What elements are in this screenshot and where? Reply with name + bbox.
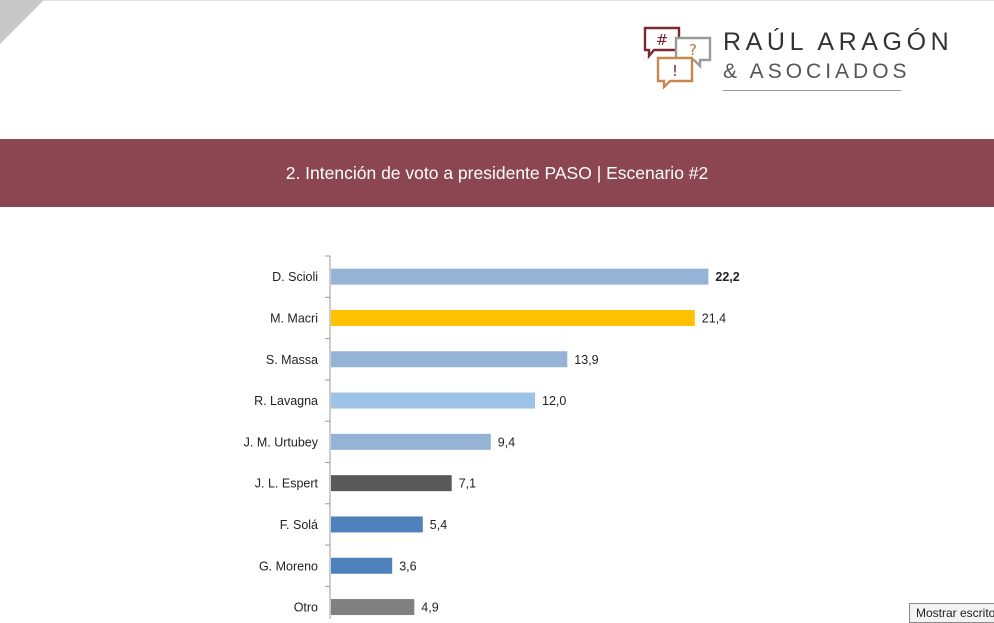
category-label: J. L. Espert	[255, 477, 319, 491]
brand-logo: # ? ! RAÚL ARAGÓN & ASOCIADOS	[640, 24, 980, 96]
data-label: 5,4	[430, 518, 447, 532]
logo-glyph: !	[672, 62, 678, 80]
category-label: M. Macri	[270, 311, 318, 325]
brand-underline	[723, 90, 901, 91]
data-label: 21,4	[702, 311, 726, 325]
bar	[331, 599, 415, 616]
data-label: 4,9	[421, 601, 438, 615]
page-corner-fold	[0, 0, 44, 44]
category-label: D. Scioli	[272, 270, 318, 284]
bar	[331, 309, 695, 326]
category-label: R. Lavagna	[254, 394, 318, 408]
category-label: S. Massa	[266, 353, 318, 367]
category-label: J. M. Urtubey	[244, 435, 319, 449]
bar	[331, 392, 535, 409]
brand-subtitle: & ASOCIADOS	[723, 60, 911, 83]
bar	[331, 475, 452, 492]
bar	[331, 557, 393, 574]
data-label: 12,0	[542, 394, 566, 408]
top-border	[44, 0, 994, 1]
data-label: 22,2	[715, 270, 739, 284]
logo-glyph: ?	[689, 41, 697, 59]
data-label: 13,9	[574, 353, 598, 367]
category-label: Otro	[294, 601, 318, 615]
data-label: 7,1	[459, 477, 476, 491]
logo-glyph: #	[656, 31, 669, 49]
section-banner: 2. Intención de voto a presidente PASO |…	[0, 139, 994, 207]
section-title: 2. Intención de voto a presidente PASO |…	[285, 162, 709, 183]
category-label: G. Moreno	[259, 559, 318, 573]
bar	[331, 433, 491, 450]
bar	[331, 516, 423, 533]
bar	[331, 351, 568, 368]
data-label: 3,6	[399, 559, 416, 573]
brand-name: RAÚL ARAGÓN	[723, 28, 954, 56]
bar	[331, 268, 709, 285]
speech-bubbles-icon: # ? !	[643, 26, 712, 90]
show-text-tooltip[interactable]: Mostrar escrito	[909, 603, 994, 623]
category-label: F. Solá	[280, 518, 318, 532]
data-label: 9,4	[498, 435, 515, 449]
